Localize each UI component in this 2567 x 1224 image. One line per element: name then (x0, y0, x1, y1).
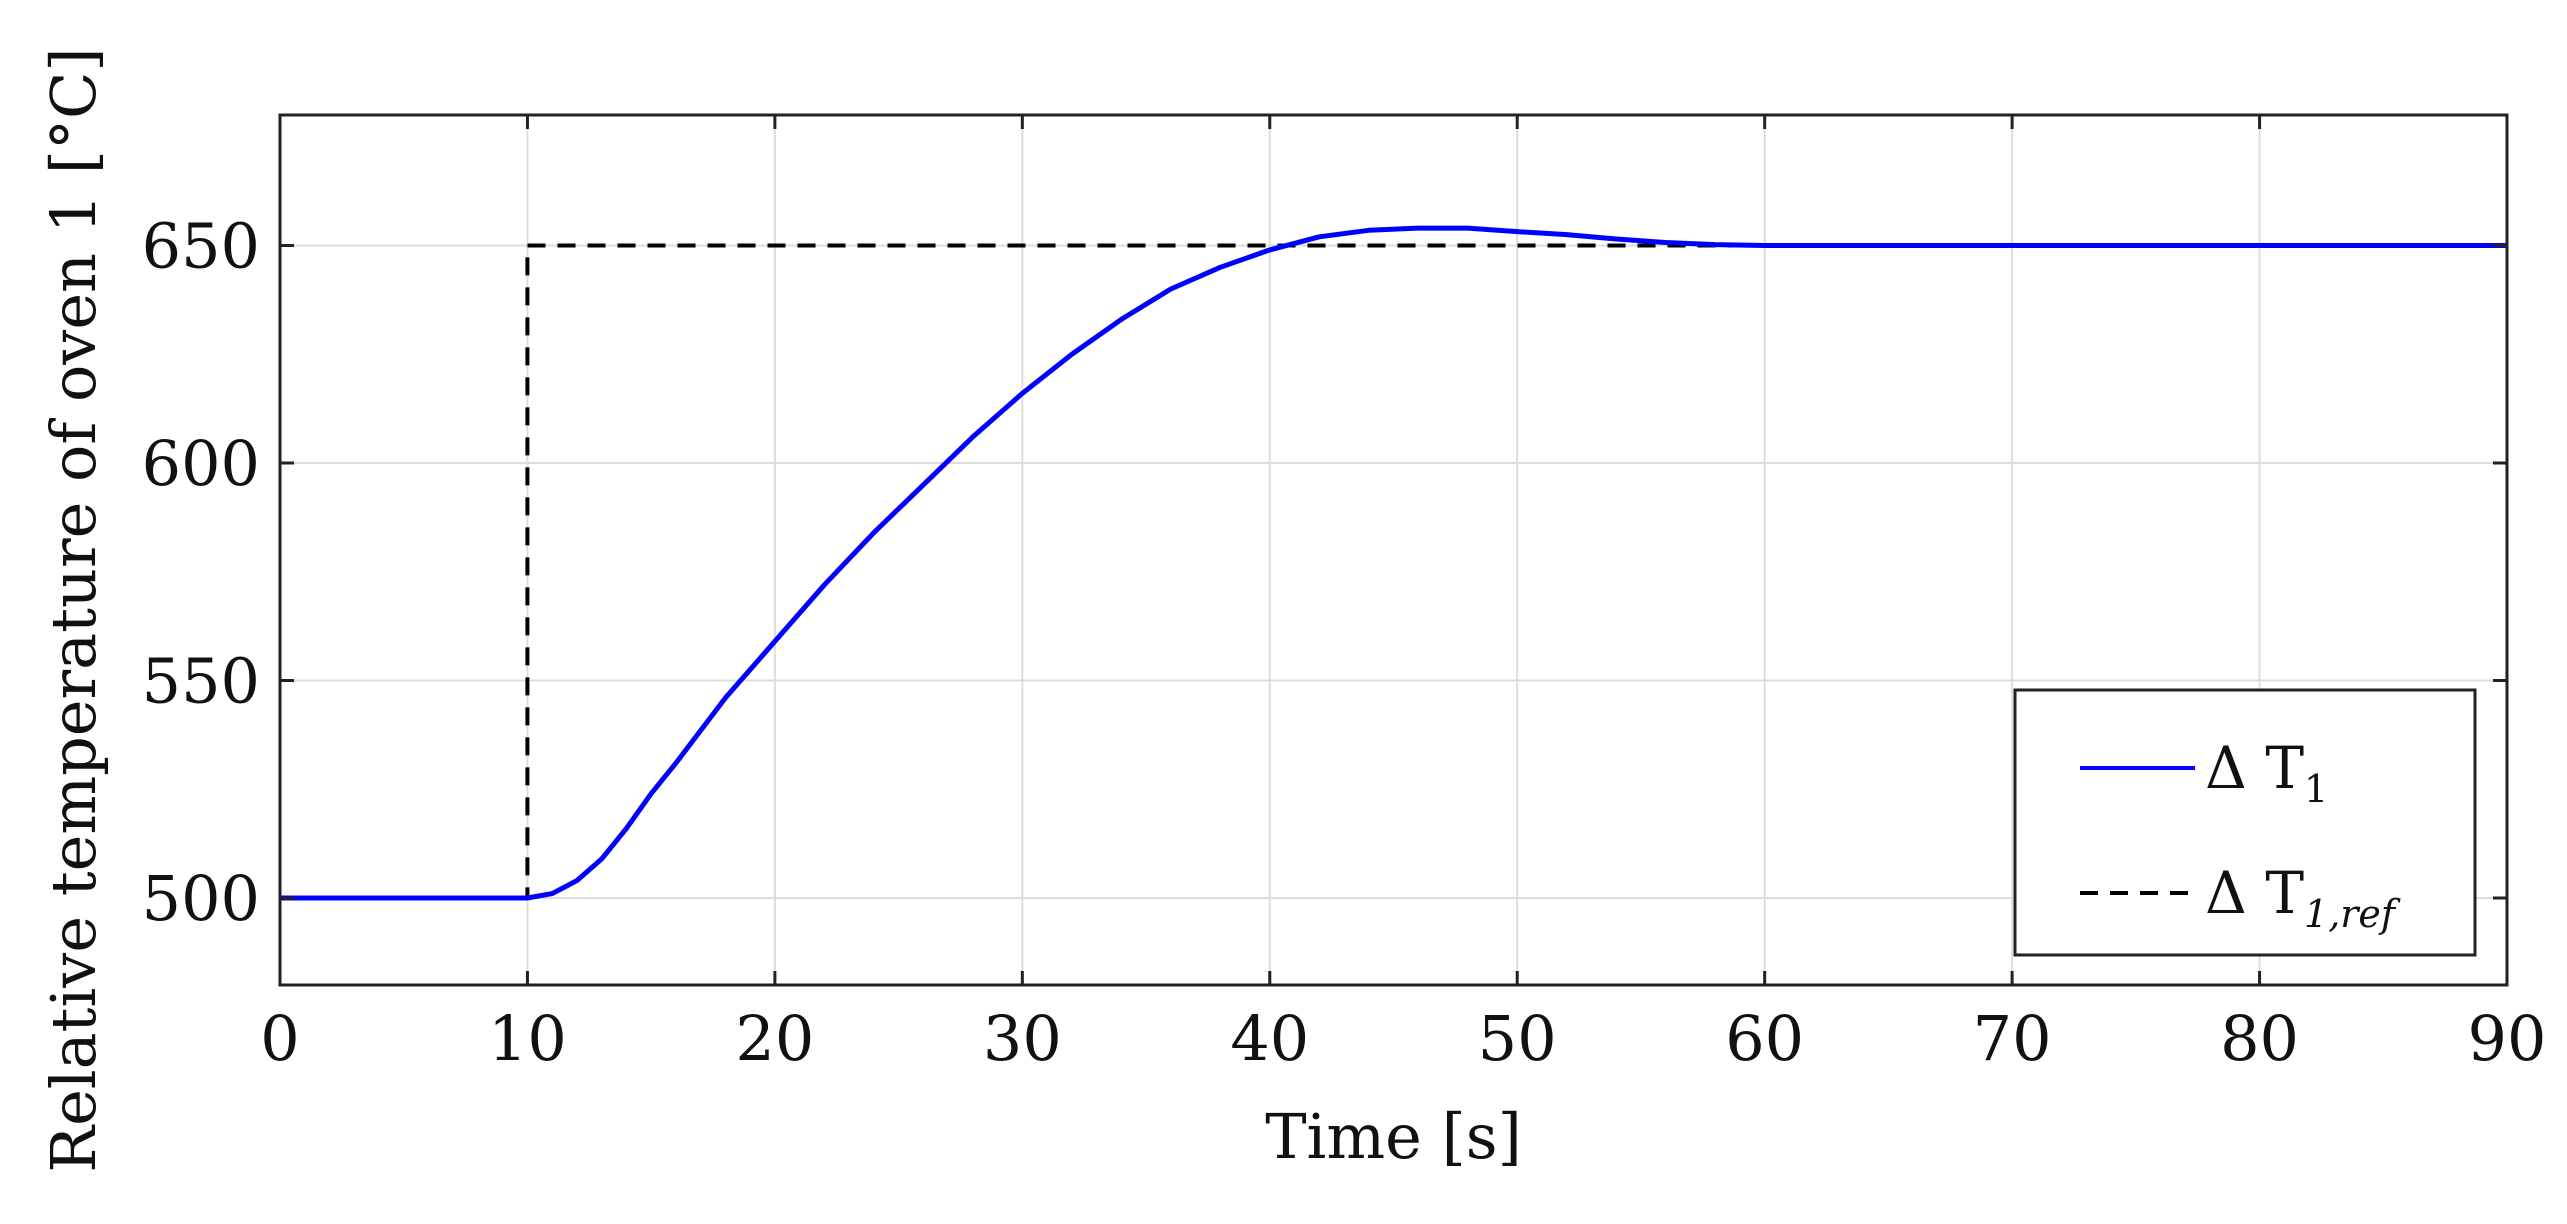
y-tick-label: 650 (142, 210, 260, 283)
series-layer (280, 225, 2507, 901)
y-tick-label: 600 (142, 427, 260, 500)
legend-box (2013, 688, 2477, 957)
x-axis-title: Time [s] (1265, 1100, 1522, 1173)
y-tick-label: 500 (142, 862, 260, 935)
x-tick-label: 0 (260, 1002, 299, 1075)
legend-label-measured-sub: 1 (2304, 767, 2328, 811)
legend: Δ T1 Δ T1,ref (2013, 688, 2477, 957)
legend-label-measured: Δ T1 (2205, 734, 2328, 811)
x-tick-label: 10 (488, 1002, 567, 1075)
axis-ticks (278, 115, 2509, 985)
x-tick-label: 80 (2220, 1002, 2299, 1075)
y-tick-label: 550 (142, 645, 260, 718)
x-tick-label: 90 (2468, 1002, 2547, 1075)
x-tick-label: 60 (1725, 1002, 1804, 1075)
y-axis-title: Relative temperature of oven 1 [°C] (37, 47, 110, 1172)
legend-label-reference-main: Δ T (2205, 859, 2304, 927)
series-line-measured (280, 225, 2507, 901)
legend-label-reference-sub: 1,ref (2304, 892, 2401, 936)
legend-label-reference: Δ T1,ref (2205, 859, 2401, 936)
x-tick-label: 20 (735, 1002, 814, 1075)
plot-frame (278, 113, 2509, 987)
legend-label-measured-main: Δ T (2205, 734, 2304, 802)
tick-labels: 0 10 20 30 40 50 60 70 80 90 500 550 600 650 (142, 210, 2547, 1076)
x-tick-label: 70 (1973, 1002, 2052, 1075)
x-tick-label: 40 (1230, 1002, 1309, 1075)
x-tick-label: 30 (983, 1002, 1062, 1075)
x-tick-label: 50 (1478, 1002, 1557, 1075)
